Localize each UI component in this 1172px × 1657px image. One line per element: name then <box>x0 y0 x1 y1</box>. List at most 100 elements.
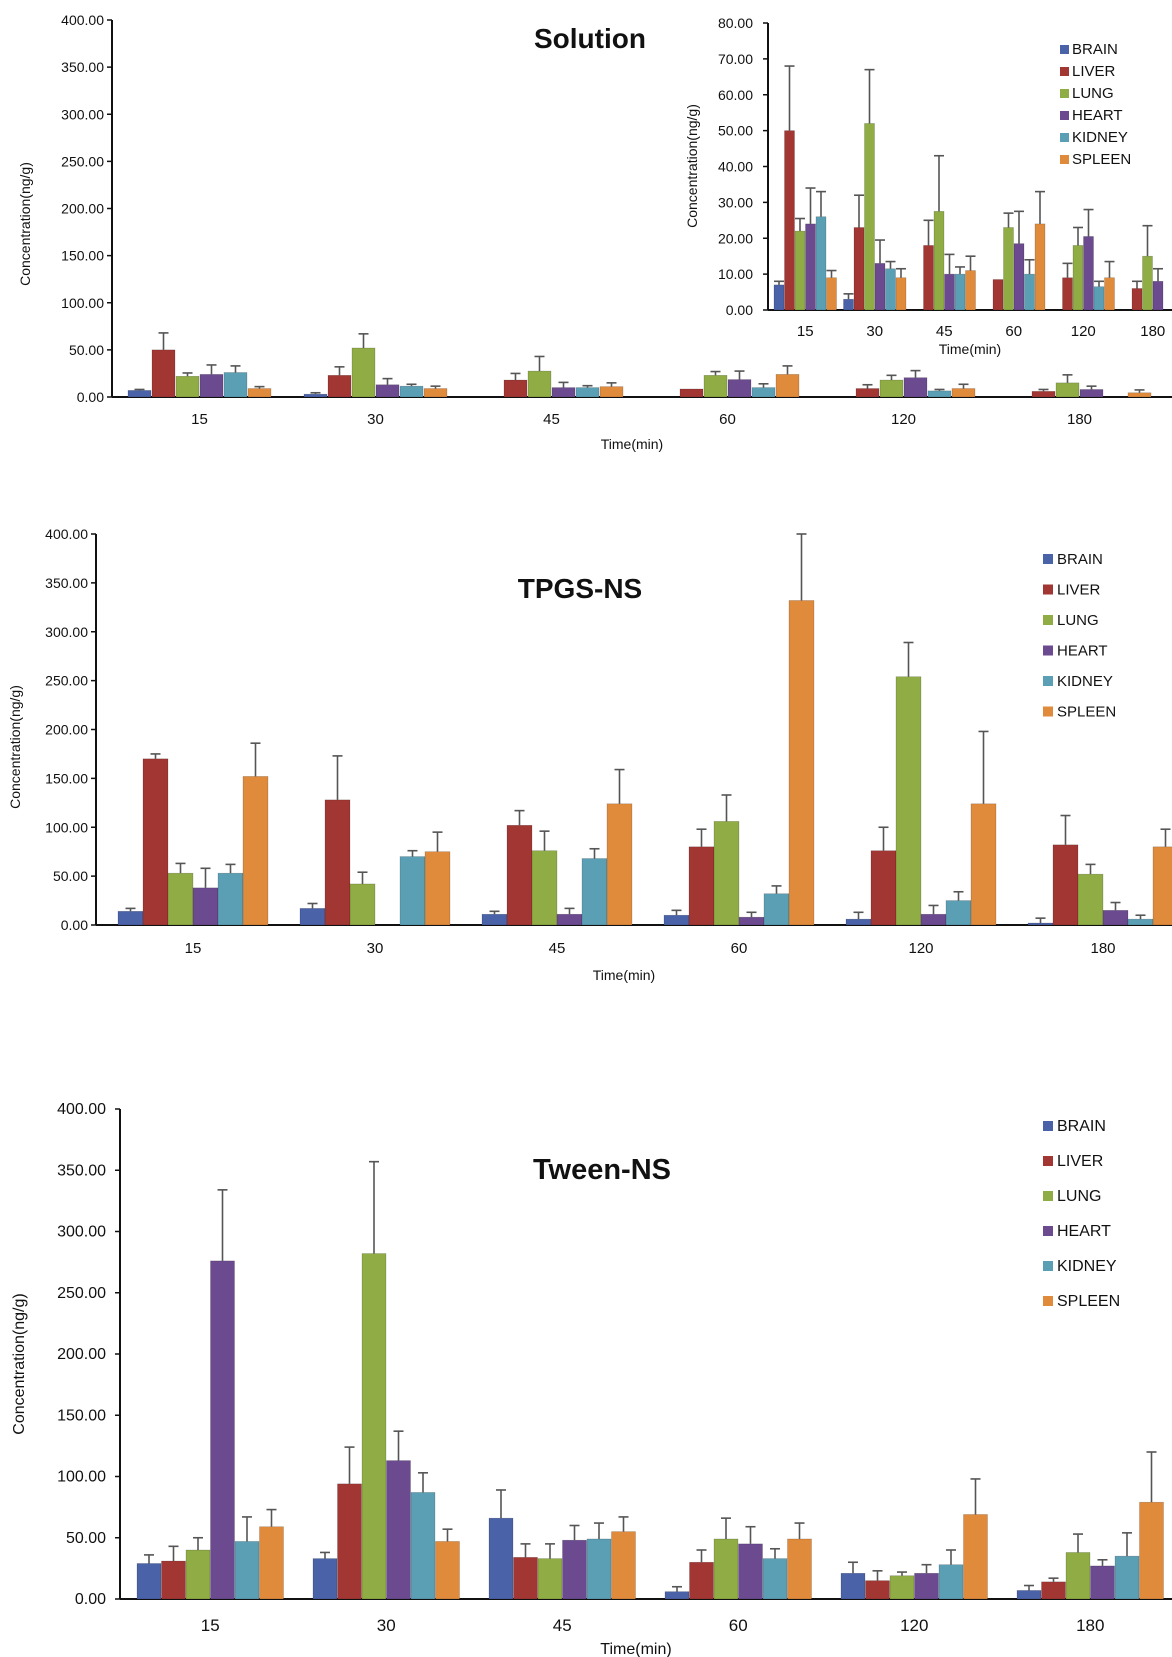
bar-heart-180 <box>1079 389 1104 398</box>
legend-swatch-liver <box>1060 67 1069 76</box>
bar-lung-45 <box>527 370 552 398</box>
y-tick-label: 100.00 <box>57 1469 106 1486</box>
bar-spleen-15 <box>259 1526 284 1600</box>
bar-brain-30 <box>299 908 326 926</box>
y-tick-label: 200.00 <box>61 201 104 217</box>
bar-spleen-30 <box>424 851 451 926</box>
bar-liver-120 <box>865 1580 890 1600</box>
bar-lung-120 <box>879 379 904 398</box>
bar-kidney-30 <box>399 385 424 398</box>
legend-label-brain: BRAIN <box>1072 41 1118 58</box>
bar-spleen-180 <box>1127 392 1152 398</box>
legend-swatch-brain <box>1043 1121 1053 1131</box>
bar-lung-45 <box>933 211 945 311</box>
bar-lung-60 <box>713 821 740 926</box>
y-tick-label: 80.00 <box>718 15 753 31</box>
bar-liver-180 <box>1052 844 1079 926</box>
legend-swatch-kidney <box>1043 1261 1053 1271</box>
bar-kidney-60 <box>751 387 776 398</box>
bar-brain-180 <box>1027 922 1054 926</box>
bar-spleen-30 <box>895 277 907 311</box>
legend-swatch-kidney <box>1043 676 1053 686</box>
y-tick-label: 40.00 <box>718 159 753 175</box>
bar-kidney-45 <box>575 387 600 398</box>
legend: BRAIN LIVER LUNG HEART KIDNEY SPLEEN <box>1043 1118 1120 1310</box>
legend-label-liver: LIVER <box>1057 1153 1103 1170</box>
bar-lung-180 <box>1077 873 1104 926</box>
chart-panel-1: 0.00 10.00 20.00 30.00 40.00 50.00 60.00 70.00 8… <box>684 15 1172 357</box>
bar-spleen-45 <box>611 1531 636 1600</box>
bar-heart-60 <box>1013 243 1025 311</box>
legend-label-brain: BRAIN <box>1057 1118 1106 1135</box>
y-tick-label: 400.00 <box>61 12 104 28</box>
legend-label-kidney: KIDNEY <box>1072 129 1128 146</box>
legend-swatch-lung <box>1060 89 1069 98</box>
bar-spleen-120 <box>970 803 997 926</box>
bar-liver-120 <box>870 850 897 926</box>
x-tick-label: 180 <box>1090 940 1115 957</box>
y-tick-label: 0.00 <box>75 1591 106 1608</box>
bar-kidney-60 <box>1024 273 1035 311</box>
bar-lung-15 <box>185 1549 211 1600</box>
bar-heart-120 <box>1083 236 1094 311</box>
bar-lung-60 <box>1003 227 1014 311</box>
bar-brain-60 <box>664 1591 690 1600</box>
bar-heart-60 <box>727 379 752 398</box>
x-tick-label: 120 <box>1071 323 1096 340</box>
bar-spleen-45 <box>599 386 624 398</box>
bar-brain-15 <box>136 1563 162 1600</box>
bar-kidney-15 <box>217 872 244 926</box>
y-tick-label: 300.00 <box>45 624 88 640</box>
bar-liver-60 <box>992 279 1004 311</box>
y-tick-label: 0.00 <box>726 302 753 318</box>
legend-swatch-heart <box>1060 111 1069 120</box>
bar-lung-120 <box>895 676 922 926</box>
y-axis-label: Concentration(ng/g) <box>11 1293 28 1434</box>
bar-lung-45 <box>537 1558 563 1600</box>
chart-panel-3: 0.00 50.00 100.00 150.00 200.00 250.00 300.00 3… <box>11 1101 1172 1657</box>
chart-title: TPGS-NS <box>518 573 642 604</box>
bar-liver-60 <box>689 1561 714 1600</box>
bar-lung-30 <box>351 347 376 398</box>
x-tick-label: 45 <box>549 940 566 957</box>
bar-lung-30 <box>864 123 875 311</box>
bar-kidney-120 <box>945 900 972 926</box>
bar-heart-15 <box>192 887 219 926</box>
bar-kidney-180 <box>1127 918 1154 926</box>
bar-liver-30 <box>853 227 865 311</box>
legend-label-heart: HEART <box>1057 643 1108 660</box>
x-tick-label: 30 <box>367 940 384 957</box>
x-tick-label: 45 <box>553 1616 572 1635</box>
bar-liver-120 <box>1062 277 1073 311</box>
bar-spleen-180 <box>1152 846 1172 926</box>
bar-kidney-180 <box>1114 1555 1140 1600</box>
bar-spleen-60 <box>775 374 800 398</box>
legend-swatch-brain <box>1043 554 1053 564</box>
x-tick-label: 60 <box>1005 323 1022 340</box>
x-tick-label: 120 <box>908 940 933 957</box>
bar-spleen-30 <box>435 1541 460 1600</box>
y-tick-label: 250.00 <box>61 153 104 169</box>
y-tick-label: 200.00 <box>45 722 88 738</box>
y-tick-label: 200.00 <box>57 1346 106 1363</box>
legend-label-spleen: SPLEEN <box>1057 1293 1120 1310</box>
y-tick-label: 50.00 <box>69 342 104 358</box>
y-tick-label: 350.00 <box>61 59 104 75</box>
bar-kidney-120 <box>938 1564 964 1600</box>
bar-liver-15 <box>784 130 795 311</box>
legend-label-heart: HEART <box>1072 107 1123 124</box>
legend-label-kidney: KIDNEY <box>1057 1258 1117 1275</box>
x-tick-label: 180 <box>1067 411 1092 428</box>
bar-lung-60 <box>703 375 728 398</box>
bar-kidney-15 <box>815 216 827 311</box>
bar-heart-180 <box>1102 910 1129 926</box>
legend-swatch-spleen <box>1060 155 1069 164</box>
legend-swatch-spleen <box>1043 706 1053 717</box>
y-tick-label: 100.00 <box>45 819 88 835</box>
bar-heart-30 <box>874 263 886 311</box>
bar-spleen-45 <box>606 803 633 926</box>
y-axis-label: Concentration(ng/g) <box>7 685 23 809</box>
x-axis-label: Time(min) <box>939 341 1001 357</box>
chart-title: Solution <box>534 23 646 54</box>
